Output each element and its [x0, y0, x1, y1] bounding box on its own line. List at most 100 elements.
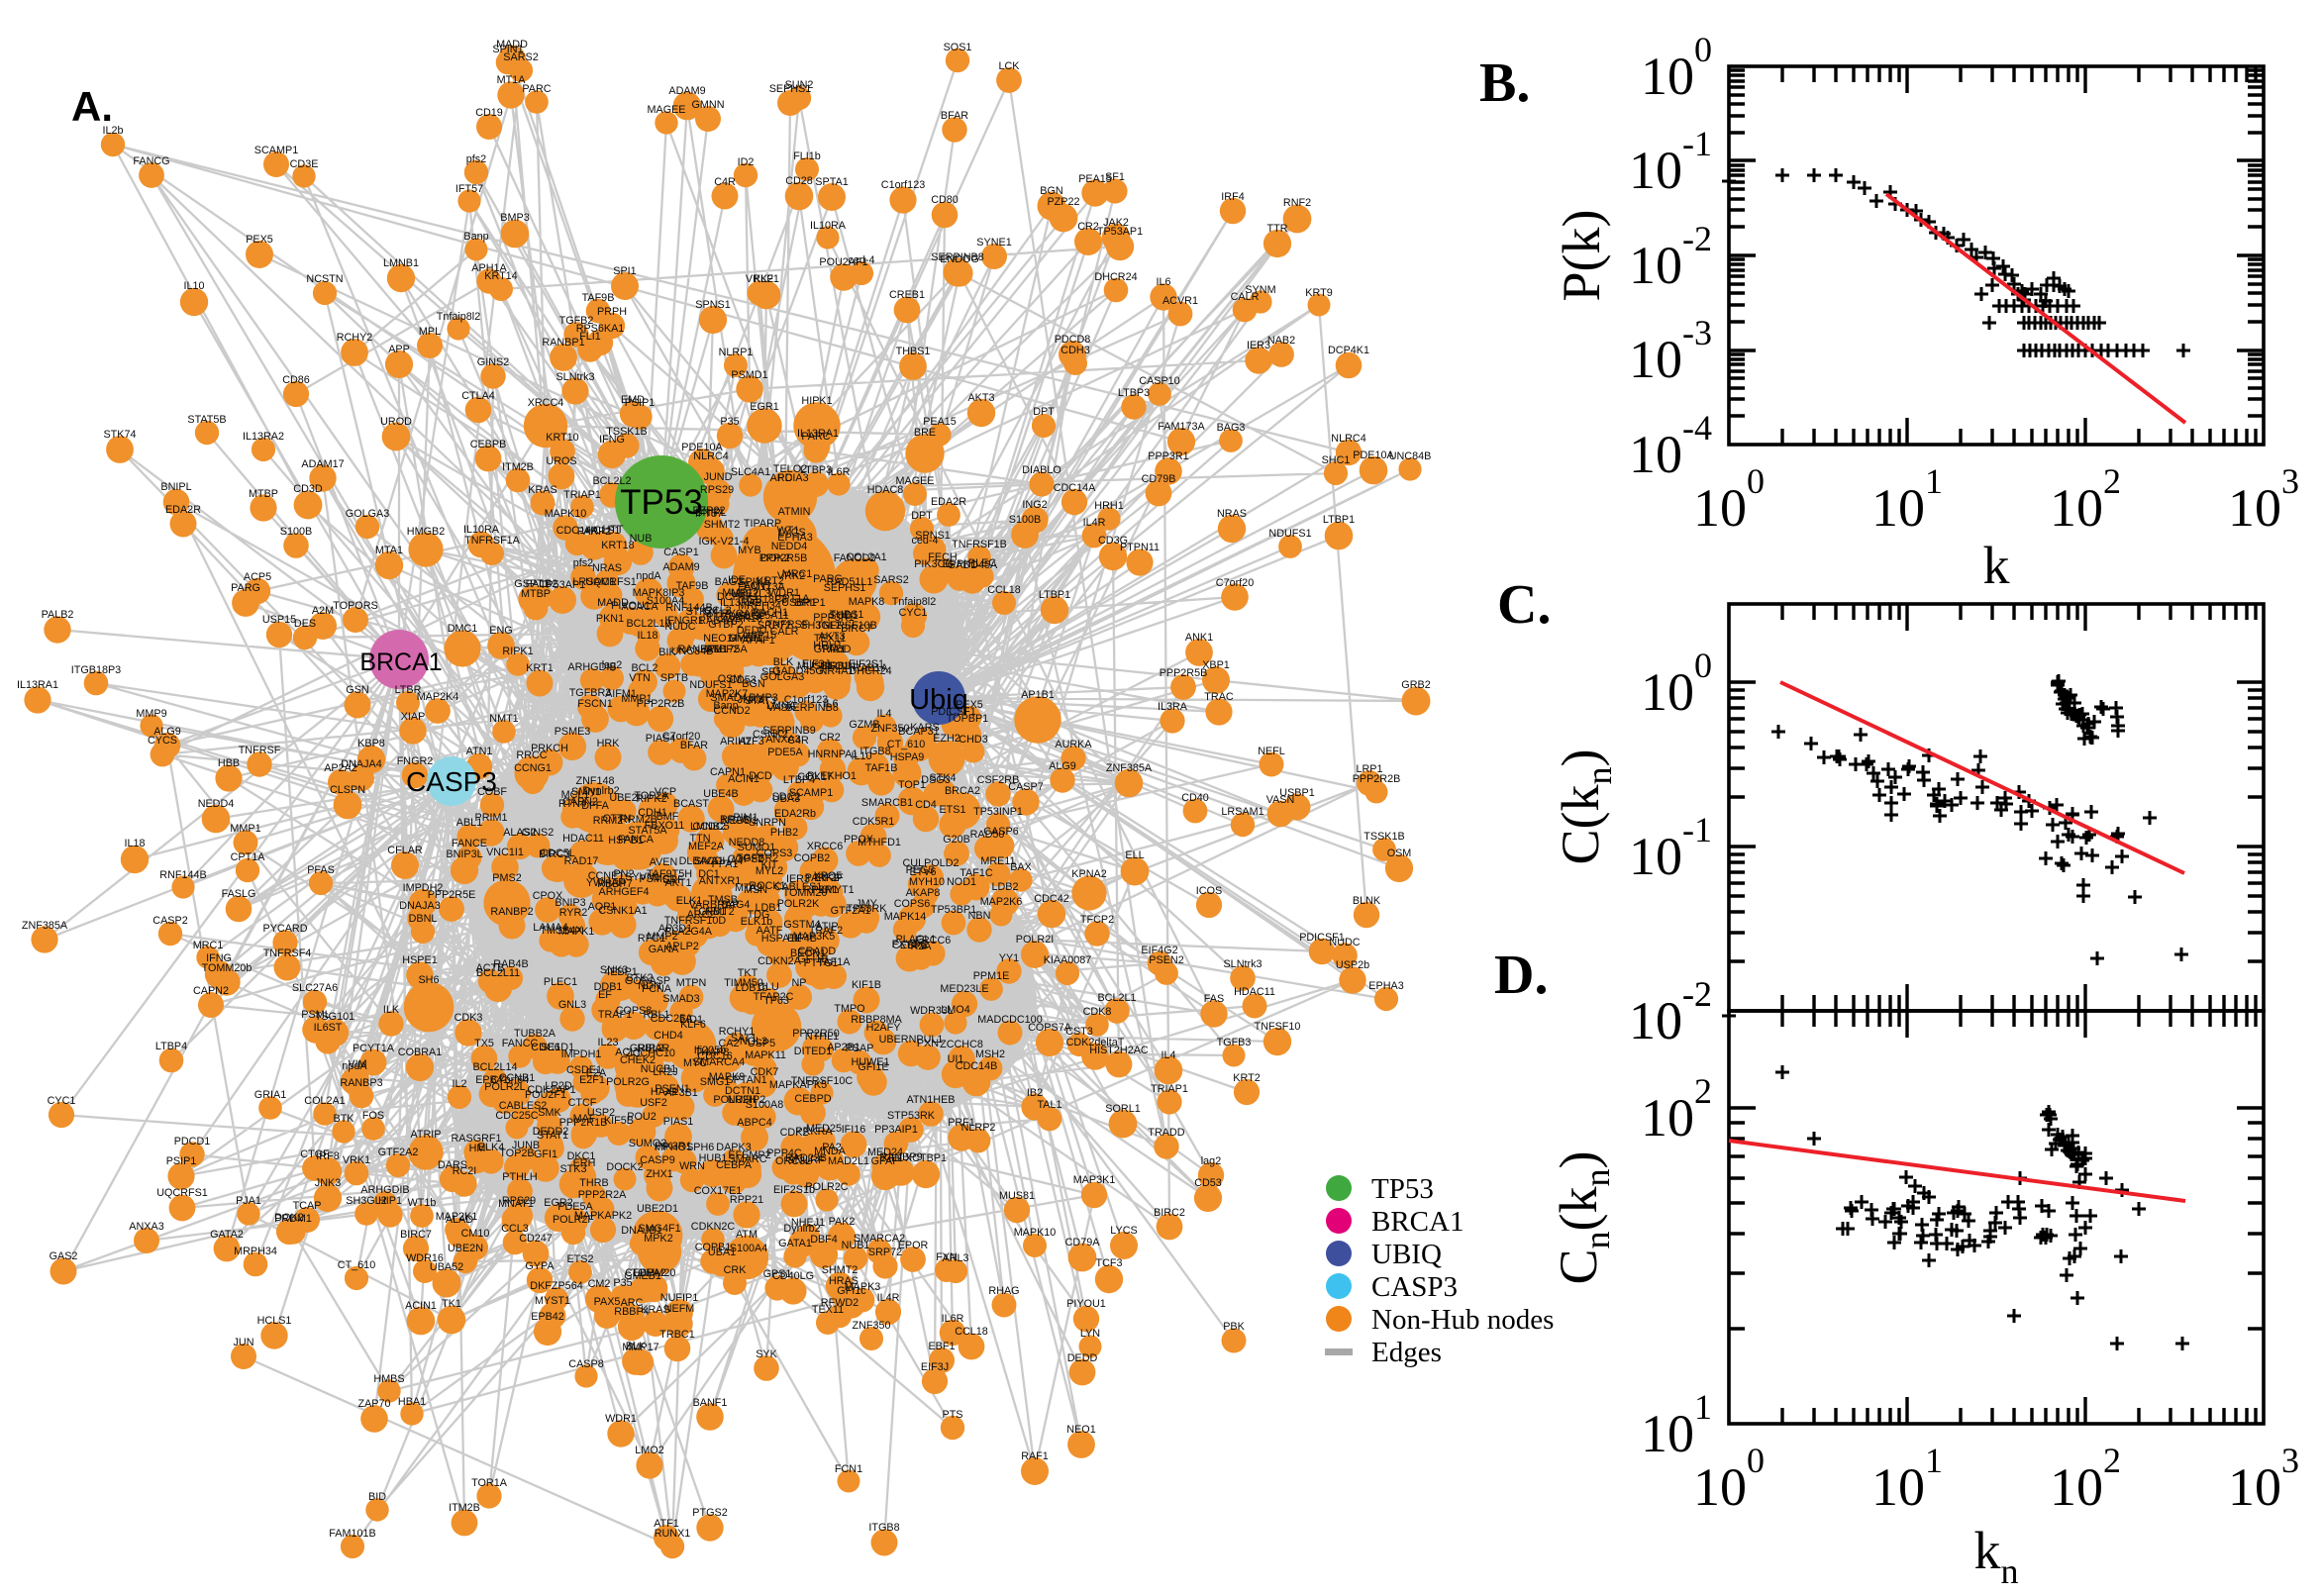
svg-text:NRAS: NRAS: [1217, 508, 1247, 520]
svg-text:SHMT2: SHMT2: [704, 519, 741, 531]
svg-text:BECN1: BECN1: [790, 948, 826, 959]
svg-text:LMNA: LMNA: [766, 700, 797, 712]
svg-text:BLK: BLK: [773, 656, 794, 668]
svg-text:RANBP3: RANBP3: [340, 1077, 382, 1089]
svg-text:KRT1: KRT1: [526, 662, 553, 674]
svg-text:PRIM1: PRIM1: [475, 812, 508, 824]
svg-text:ARHGEF4: ARHGEF4: [599, 886, 650, 898]
svg-text:TRIAP1: TRIAP1: [563, 489, 601, 501]
svg-text:DHCR24: DHCR24: [849, 665, 891, 677]
svg-text:TOMM20: TOMM20: [783, 887, 828, 899]
svg-text:GRIA1: GRIA1: [814, 644, 846, 655]
svg-text:SYNM: SYNM: [1245, 284, 1275, 296]
svg-text:BCL2L10: BCL2L10: [626, 618, 670, 630]
svg-text:CCNB1: CCNB1: [499, 1072, 536, 1084]
svg-text:GFI1E: GFI1E: [858, 1061, 888, 1073]
svg-text:HM: HM: [469, 1143, 486, 1154]
svg-text:TX5: TX5: [474, 1038, 494, 1049]
svg-text:Non-Hub nodes: Non-Hub nodes: [1371, 1304, 1554, 1336]
svg-text:PSIP1: PSIP1: [166, 1155, 197, 1167]
svg-text:PRKRA: PRKRA: [795, 1126, 833, 1138]
svg-text:CASP9: CASP9: [640, 1154, 674, 1166]
svg-text:PEA15: PEA15: [1078, 173, 1112, 185]
svg-text:KRAS: KRAS: [641, 1304, 669, 1316]
svg-text:C(kn): C(kn): [1551, 749, 1619, 865]
svg-text:RIPK1: RIPK1: [502, 646, 533, 657]
svg-text:UBA3: UBA3: [772, 793, 800, 805]
svg-text:POLR2G: POLR2G: [606, 1076, 650, 1088]
svg-text:MADD: MADD: [496, 39, 528, 50]
svg-text:BTK2: BTK2: [626, 972, 653, 984]
svg-text:VARBRAP: VARBRAP: [689, 899, 740, 911]
svg-text:H2AFY: H2AFY: [866, 1022, 901, 1034]
svg-text:SF1: SF1: [761, 666, 781, 678]
svg-text:LMO2: LMO2: [635, 1445, 663, 1456]
svg-text:RANBP2: RANBP2: [490, 906, 533, 918]
svg-text:PALB2: PALB2: [42, 609, 74, 621]
svg-text:PEG3: PEG3: [906, 864, 935, 876]
svg-text:RAD50: RAD50: [970, 829, 1005, 841]
svg-text:CR2: CR2: [819, 732, 841, 744]
svg-text:DLBACDHA4: DLBACDHA4: [679, 855, 744, 867]
svg-text:FASLG: FASLG: [222, 888, 256, 900]
svg-text:MMP17: MMP17: [722, 587, 758, 599]
svg-text:PDCD8: PDCD8: [1055, 334, 1091, 346]
svg-text:GSN: GSN: [346, 684, 368, 696]
svg-text:BIRC3: BIRC3: [539, 848, 570, 860]
svg-text:TAL1: TAL1: [1037, 1099, 1061, 1111]
svg-text:EGR1: EGR1: [750, 401, 778, 413]
svg-text:DEDD2: DEDD2: [533, 1126, 569, 1138]
svg-text:EZH2: EZH2: [933, 733, 960, 745]
svg-text:RANBP1: RANBP1: [677, 644, 720, 655]
svg-text:Dynlrb2: Dynlrb2: [582, 785, 619, 797]
svg-text:CULPOLD2: CULPOLD2: [902, 857, 959, 869]
svg-text:TMSB: TMSB: [708, 894, 738, 906]
svg-text:CT_610: CT_610: [338, 1259, 375, 1271]
svg-text:IFI16: IFI16: [842, 1124, 866, 1136]
svg-text:PDE10A: PDE10A: [681, 442, 723, 453]
svg-text:C1orf123: C1orf123: [881, 179, 925, 191]
svg-text:MTA2: MTA2: [735, 882, 762, 894]
svg-text:TP53AP1: TP53AP1: [540, 579, 585, 591]
svg-text:ALG9: ALG9: [1049, 760, 1076, 772]
svg-text:GORASP: GORASP: [625, 975, 670, 987]
svg-text:ACLY: ACLY: [615, 1047, 642, 1058]
svg-text:IL6ST: IL6ST: [314, 1022, 343, 1034]
svg-text:TFAP2C: TFAP2C: [754, 991, 794, 1003]
svg-text:TNFRSF4: TNFRSF4: [263, 948, 312, 959]
svg-text:MADCDC100: MADCDC100: [977, 1014, 1042, 1026]
svg-text:MPK2: MPK2: [644, 1233, 672, 1245]
svg-text:LMNB1: LMNB1: [383, 257, 419, 269]
svg-text:VTN: VTN: [629, 672, 651, 684]
svg-text:CDKN2A: CDKN2A: [758, 955, 802, 967]
svg-text:ITM2B: ITM2B: [449, 1502, 480, 1514]
svg-text:CDC5L: CDC5L: [540, 848, 574, 859]
svg-text:GMNN: GMNN: [692, 99, 725, 111]
svg-text:NTHL1: NTHL1: [805, 1031, 839, 1043]
svg-text:HRK: HRK: [597, 738, 621, 749]
svg-text:CASP2: CASP2: [152, 915, 187, 927]
svg-text:NAB2: NAB2: [1267, 335, 1295, 347]
svg-text:BGN: BGN: [742, 678, 764, 690]
svg-text:CDC14B: CDC14B: [956, 1060, 998, 1072]
svg-text:USF2: USF2: [640, 1097, 667, 1109]
svg-text:EDA2R: EDA2R: [165, 504, 201, 516]
svg-text:VRK2: VRK2: [777, 570, 805, 582]
svg-text:CSNK1A1: CSNK1A1: [598, 905, 647, 917]
svg-text:CDC42: CDC42: [1034, 893, 1068, 905]
svg-text:P(k): P(k): [1552, 210, 1611, 302]
svg-text:TTN: TTN: [690, 833, 711, 845]
svg-text:SPNS1: SPNS1: [695, 299, 730, 311]
svg-text:GTBP2: GTBP2: [708, 619, 743, 631]
svg-text:SH3GL2: SH3GL2: [800, 620, 841, 632]
svg-text:IL18: IL18: [637, 630, 657, 642]
svg-text:FCN1: FCN1: [835, 1463, 862, 1475]
svg-text:PIYOU1: PIYOU1: [1066, 1298, 1106, 1310]
svg-text:IL3RA: IL3RA: [1158, 701, 1188, 713]
svg-text:SARS2: SARS2: [873, 574, 908, 586]
svg-text:NUB: NUB: [630, 533, 653, 545]
svg-text:TOP2B: TOP2B: [499, 1147, 534, 1159]
svg-text:EDA2R: EDA2R: [931, 496, 966, 508]
svg-text:EIF2S1b: EIF2S1b: [773, 1184, 815, 1196]
svg-text:CST3: CST3: [1065, 1026, 1093, 1038]
